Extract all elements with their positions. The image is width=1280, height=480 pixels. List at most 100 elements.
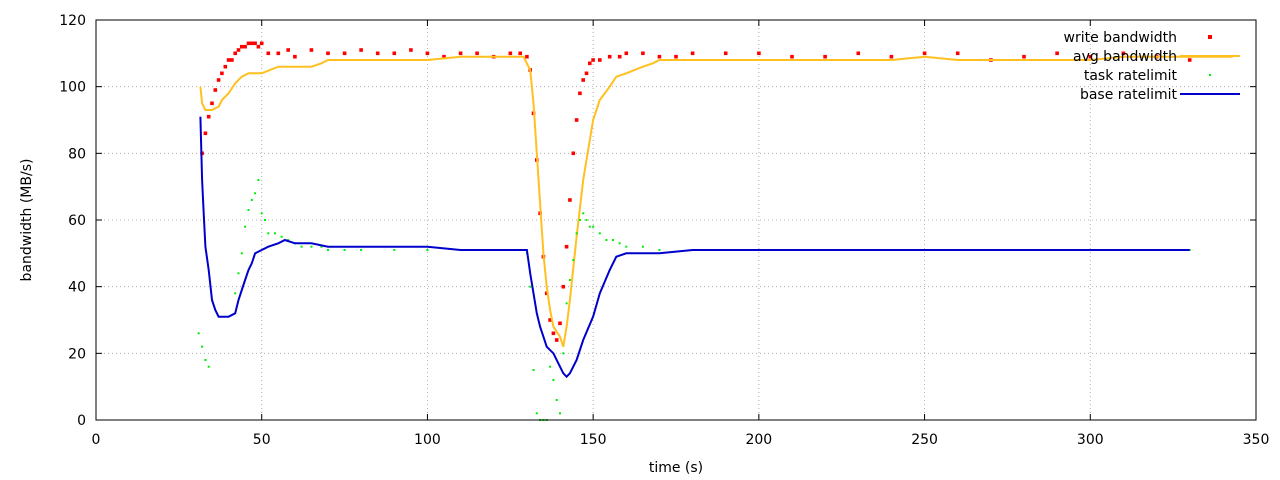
data-point: [551, 331, 556, 336]
data-point: [475, 51, 479, 56]
y-tick-label: 60: [68, 213, 86, 229]
data-point: [574, 118, 579, 122]
data-point: [641, 51, 645, 56]
legend-label: task ratelimit: [1084, 68, 1178, 84]
data-point: [922, 51, 927, 56]
data-point: [207, 365, 210, 368]
data-point: [286, 48, 290, 52]
data-point: [375, 51, 380, 56]
y-tick-label: 80: [68, 146, 86, 162]
data-point: [425, 51, 430, 56]
data-point: [1022, 54, 1026, 59]
x-tick-label: 200: [745, 432, 772, 448]
data-point: [237, 272, 240, 275]
data-point: [588, 61, 592, 66]
data-point: [197, 332, 200, 335]
data-point: [1088, 54, 1093, 59]
data-point: [442, 54, 446, 59]
data-point: [392, 51, 397, 56]
data-point: [274, 232, 276, 235]
data-point: [535, 412, 538, 415]
data-point: [581, 78, 585, 82]
data-point: [1121, 51, 1126, 56]
data-point: [458, 51, 463, 56]
data-point: [246, 41, 251, 46]
data-point: [343, 249, 346, 251]
data-point: [359, 48, 363, 52]
x-tick-label: 250: [911, 432, 938, 448]
y-tick-label: 100: [59, 80, 86, 96]
data-point: [243, 44, 247, 49]
data-point: [790, 54, 794, 59]
data-point: [240, 252, 243, 255]
data-point: [223, 64, 228, 69]
data-point: [529, 285, 532, 288]
data-point: [690, 51, 695, 56]
data-point: [605, 239, 608, 241]
data-point: [552, 379, 555, 381]
x-tick-label: 100: [414, 432, 441, 448]
data-point: [657, 54, 662, 59]
data-point: [259, 41, 264, 46]
data-point: [320, 245, 323, 248]
data-point: [203, 131, 208, 136]
data-point: [201, 345, 204, 348]
series-layer: [197, 41, 1233, 421]
y-tick-label: 120: [59, 13, 86, 29]
data-point: [612, 239, 614, 241]
data-point: [276, 51, 281, 56]
data-point: [607, 54, 612, 59]
tick-layer: 0 50 100 150 200 250 300 350 0 20 40 60 80 100 120: [59, 13, 1269, 448]
data-point: [572, 259, 575, 261]
data-point: [624, 51, 629, 56]
series-line: [199, 55, 1233, 348]
data-point: [723, 51, 728, 56]
series-task-ratelimit: [197, 179, 1191, 421]
data-point: [256, 44, 261, 49]
data-point: [253, 41, 257, 46]
legend-sample: [1208, 35, 1212, 39]
data-point: [309, 48, 314, 52]
data-point: [226, 58, 231, 62]
data-point: [342, 51, 347, 56]
data-point: [598, 232, 601, 235]
data-point: [591, 58, 595, 62]
data-point: [588, 225, 591, 228]
data-point: [293, 54, 297, 59]
data-point: [240, 44, 244, 49]
data-point: [658, 249, 661, 251]
legend: write bandwidth avg bandwidth task ratelim…: [1064, 30, 1240, 103]
data-point: [247, 209, 250, 211]
data-point: [889, 54, 894, 59]
x-tick-label: 150: [580, 432, 607, 448]
data-point: [233, 51, 237, 56]
data-point: [562, 352, 565, 355]
data-point: [757, 51, 761, 56]
data-point: [216, 78, 221, 82]
data-point: [559, 412, 561, 415]
series-avg-bandwidth: [199, 55, 1233, 348]
data-point: [598, 58, 602, 62]
data-point: [234, 292, 237, 295]
y-tick-label: 40: [68, 280, 86, 296]
y-tick-label: 0: [77, 413, 86, 429]
series-line: [199, 116, 1190, 379]
data-point: [641, 245, 644, 248]
data-point: [575, 232, 578, 235]
data-point: [260, 212, 263, 215]
data-point: [206, 114, 211, 119]
data-point: [568, 279, 571, 281]
x-tick-label: 0: [92, 432, 101, 448]
data-point: [267, 232, 270, 235]
data-point: [571, 151, 576, 156]
data-point: [326, 51, 330, 56]
data-point: [220, 71, 224, 76]
data-point: [564, 244, 569, 249]
x-tick-label: 300: [1077, 432, 1104, 448]
data-point: [250, 199, 253, 201]
data-point: [508, 51, 513, 56]
data-point: [409, 48, 413, 52]
x-tick-label: 350: [1243, 432, 1270, 448]
legend-label: avg bandwidth: [1073, 49, 1177, 65]
